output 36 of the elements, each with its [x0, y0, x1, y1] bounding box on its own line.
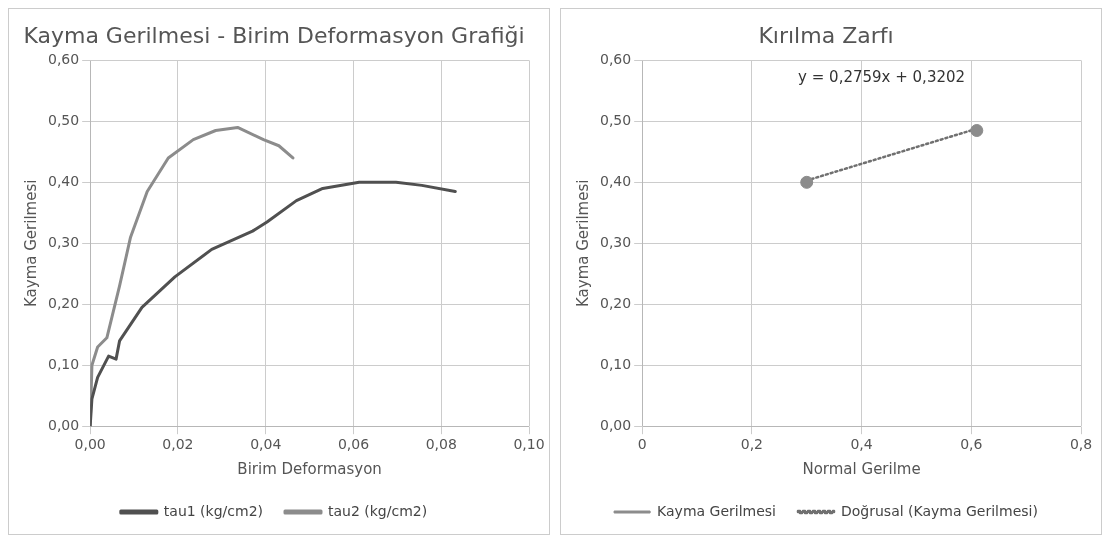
y-tick-label: 0,60 [600, 51, 632, 68]
x-tick-label: 0,8 [1069, 436, 1093, 453]
y-tick-label: 0,20 [600, 294, 632, 311]
y-tick-label: 0,00 [600, 416, 632, 433]
y-axis-title: Kayma Gerilmesi [573, 179, 592, 307]
y-tick-label: 0,40 [48, 172, 80, 189]
x-axis-title: Birim Deformasyon [237, 459, 382, 478]
y-tick-label: 0,30 [600, 233, 632, 250]
x-tick-label: 0,6 [960, 436, 983, 453]
x-tick-label: 0,4 [850, 436, 873, 453]
x-tick-label: 0,2 [740, 436, 764, 453]
annotation: y = 0,2759x + 0,3202 [798, 68, 966, 87]
x-tick-label: 0,00 [74, 436, 106, 453]
y-tick-label: 0,50 [48, 112, 80, 129]
x-tick-label: 0,08 [425, 436, 457, 453]
x-tick-label: 0,02 [162, 436, 194, 453]
y-tick-label: 0,10 [48, 355, 80, 372]
chart-title: Kırılma Zarfı [758, 22, 894, 48]
y-tick-label: 0,10 [600, 355, 632, 372]
y-tick-label: 0,00 [48, 416, 80, 433]
y-tick-label: 0,20 [48, 294, 80, 311]
legend-label: tau2 (kg/cm2) [328, 502, 428, 519]
y-tick-label: 0,30 [48, 233, 80, 250]
y-tick-label: 0,60 [48, 51, 80, 68]
x-axis-title: Normal Gerilme [802, 459, 921, 478]
legend-label: Kayma Gerilmesi [657, 502, 777, 519]
legend-label: Doğrusal (Kayma Gerilmesi) [841, 502, 1038, 519]
chart-title: Kayma Gerilmesi - Birim Deformasyon Grafiği [23, 22, 525, 48]
legend-label: tau1 (kg/cm2) [163, 502, 264, 519]
y-axis-title: Kayma Gerilmesi [21, 179, 40, 307]
x-tick-label: 0,10 [513, 436, 545, 453]
y-tick-label: 0,40 [600, 172, 632, 189]
x-tick-label: 0,06 [337, 436, 370, 453]
x-tick-label: 0 [637, 436, 647, 453]
x-tick-label: 0,04 [250, 436, 282, 453]
y-tick-label: 0,50 [600, 112, 632, 129]
